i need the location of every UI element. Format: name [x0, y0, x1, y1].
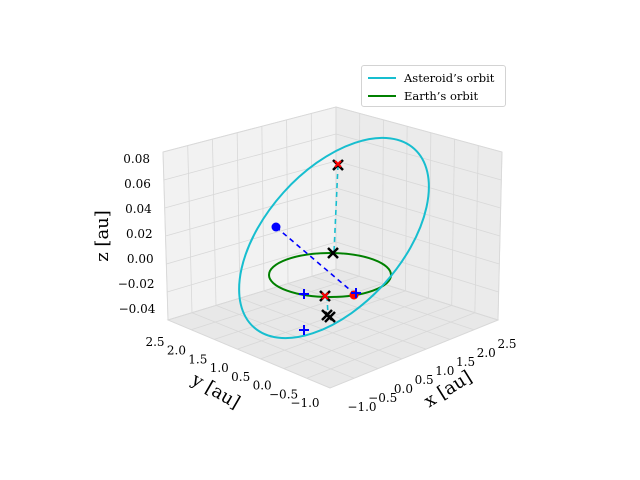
x-tick-label: 0.5: [415, 373, 434, 387]
grid-line: [191, 275, 360, 331]
y-tick-label: 0.0: [253, 379, 272, 393]
x-tick-label: −0.5: [368, 391, 397, 405]
grid-line: [311, 275, 475, 331]
z-tick-labels: 0.08 0.06 0.04 0.02 0.00 −0.02 −0.04: [118, 152, 156, 316]
y-tick-label: −0.5: [269, 387, 298, 401]
grid-line: [165, 187, 337, 237]
grid-line: [335, 133, 502, 181]
legend-item: Asteroid’s orbit: [368, 69, 499, 87]
blue-plus-marker: [351, 288, 361, 298]
grid-line: [335, 268, 499, 321]
red-dot-marker: [349, 290, 359, 300]
z-tick-label: 0.08: [123, 152, 150, 166]
z-tick-label: −0.04: [119, 302, 156, 316]
grid-line: [167, 241, 337, 293]
grid-line: [260, 297, 429, 360]
grid-line: [237, 290, 406, 350]
grid-line: [167, 268, 337, 321]
x-tick-label: 0.0: [394, 382, 413, 396]
y-tick-label: 1.0: [210, 361, 229, 375]
x-tick-label: 1.5: [456, 355, 475, 369]
legend-swatch-asteroid: [368, 77, 396, 79]
legend-item: Earth’s orbit: [368, 87, 499, 105]
z-tick-label: 0.00: [127, 252, 154, 266]
x-tick-label: 2.5: [497, 337, 516, 351]
black-x-marker: [327, 247, 339, 259]
z-axis-label: z [au]: [92, 210, 113, 262]
y-tick-label: 0.5: [231, 370, 250, 384]
legend-label-earth: Earth’s orbit: [404, 89, 479, 103]
y-tick-label: 1.5: [188, 352, 207, 366]
grid-line: [335, 214, 500, 265]
cyan-dashed-line: [333, 164, 339, 253]
z-tick-label: 0.06: [124, 177, 151, 191]
z-tick-label: 0.02: [126, 227, 153, 241]
x-tick-label: 1.0: [435, 364, 454, 378]
blue-plus-marker: [299, 289, 309, 299]
legend-swatch-earth: [368, 95, 396, 97]
grid-line: [191, 312, 355, 379]
grid-line: [162, 106, 337, 153]
z-tick-label: −0.02: [118, 277, 155, 291]
y-tick-label: 2.0: [167, 344, 186, 358]
x-tick-labels: −1.0−0.50.00.51.01.52.02.5: [347, 337, 516, 414]
y-tick-labels: 2.52.01.51.00.50.0−0.5−1.0: [145, 335, 319, 410]
x-tick-label: −1.0: [347, 400, 376, 414]
grid-line: [263, 290, 427, 350]
z-tick-label: 0.04: [125, 202, 152, 216]
red-x-marker: [334, 160, 342, 168]
legend: Asteroid’s orbit Earth’s orbit: [361, 65, 506, 107]
y-tick-label: 2.5: [145, 335, 164, 349]
grid-line: [329, 319, 499, 389]
x-tick-label: 2.0: [477, 346, 496, 360]
asteroid-orbit: [238, 136, 430, 340]
blue-dot-marker: [271, 222, 281, 232]
grid-line: [306, 312, 476, 379]
grid-line: [335, 160, 501, 209]
grid-line: [287, 283, 451, 340]
grid-line: [283, 305, 452, 369]
red-x-marker: [321, 292, 329, 300]
legend-label-asteroid: Asteroid’s orbit: [404, 71, 495, 85]
grid-line: [335, 106, 503, 153]
grid-line: [239, 297, 403, 360]
blue-plus-marker: [299, 325, 309, 335]
black-x-marker: [324, 311, 336, 323]
grid-line: [335, 187, 501, 237]
grid-line: [167, 319, 331, 389]
grid-line: [163, 133, 337, 181]
grid-line: [335, 241, 499, 293]
y-tick-label: −1.0: [290, 396, 319, 410]
